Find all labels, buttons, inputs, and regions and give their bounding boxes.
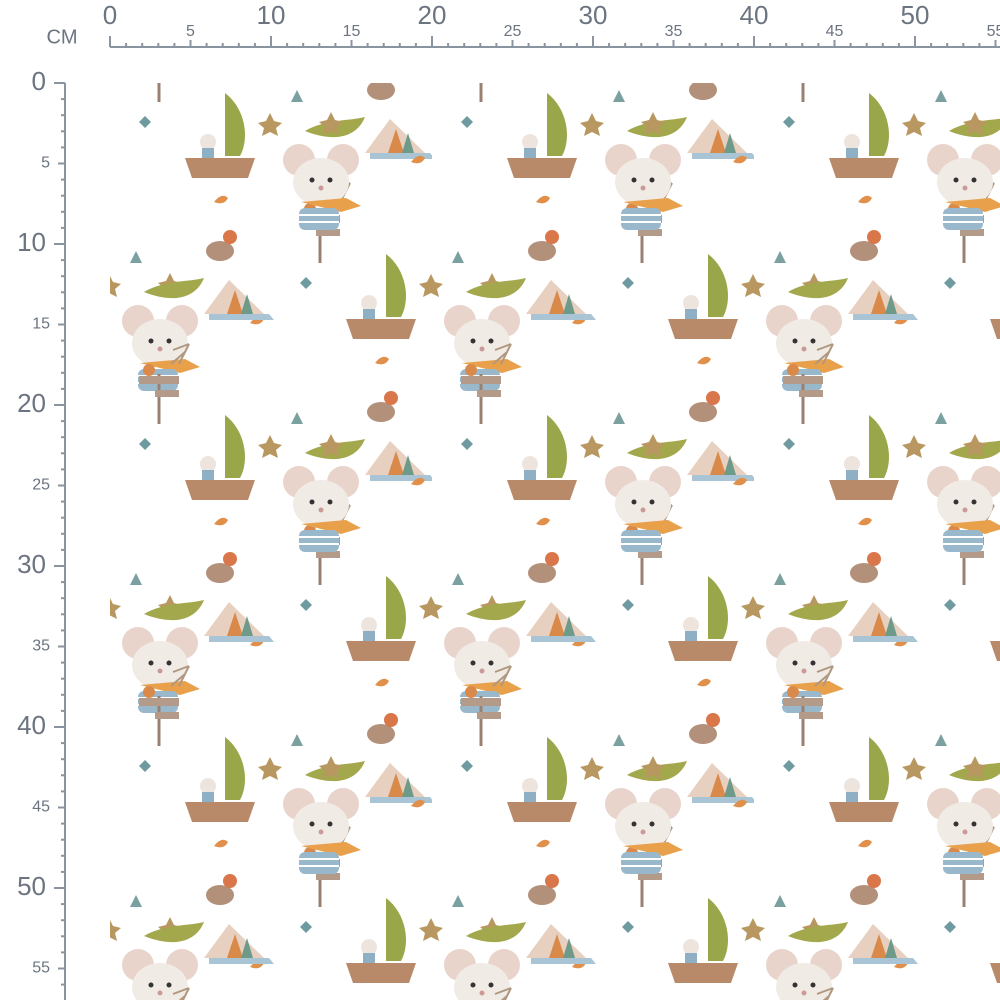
x-tick-label: 15 bbox=[343, 23, 361, 40]
y-tick-label: 5 bbox=[41, 155, 50, 172]
x-tick-label: 25 bbox=[504, 23, 522, 40]
y-tick-label: 20 bbox=[17, 388, 46, 418]
y-tick-label: 35 bbox=[32, 638, 50, 655]
x-tick-label: 30 bbox=[579, 0, 608, 30]
x-tick-label: 5 bbox=[186, 23, 195, 40]
x-tick-label: 45 bbox=[826, 23, 844, 40]
y-tick-label: 0 bbox=[32, 66, 46, 96]
fabric-pattern bbox=[110, 83, 1000, 1000]
y-tick-label: 15 bbox=[32, 316, 50, 333]
x-tick-label: 40 bbox=[740, 0, 769, 30]
y-tick-label: 30 bbox=[17, 549, 46, 579]
y-tick-label: 40 bbox=[17, 710, 46, 740]
x-tick-label: 35 bbox=[665, 23, 683, 40]
x-tick-label: 55 bbox=[987, 23, 1000, 40]
ruler-unit: CM bbox=[46, 26, 77, 48]
x-tick-label: 0 bbox=[103, 0, 117, 30]
y-tick-label: 45 bbox=[32, 799, 50, 816]
rulers: 0 5 10 15 20 25 30 35 40 45 50 55 0 5 10 15 20 25 30 35 40 45… bbox=[17, 0, 1000, 986]
x-tick-label: 50 bbox=[901, 0, 930, 30]
y-tick-label: 10 bbox=[17, 227, 46, 257]
y-tick-label: 55 bbox=[32, 960, 50, 977]
y-tick-label: 25 bbox=[32, 477, 50, 494]
x-tick-label: 10 bbox=[257, 0, 286, 30]
y-tick-label: 50 bbox=[17, 871, 46, 901]
x-tick-label: 20 bbox=[418, 0, 447, 30]
